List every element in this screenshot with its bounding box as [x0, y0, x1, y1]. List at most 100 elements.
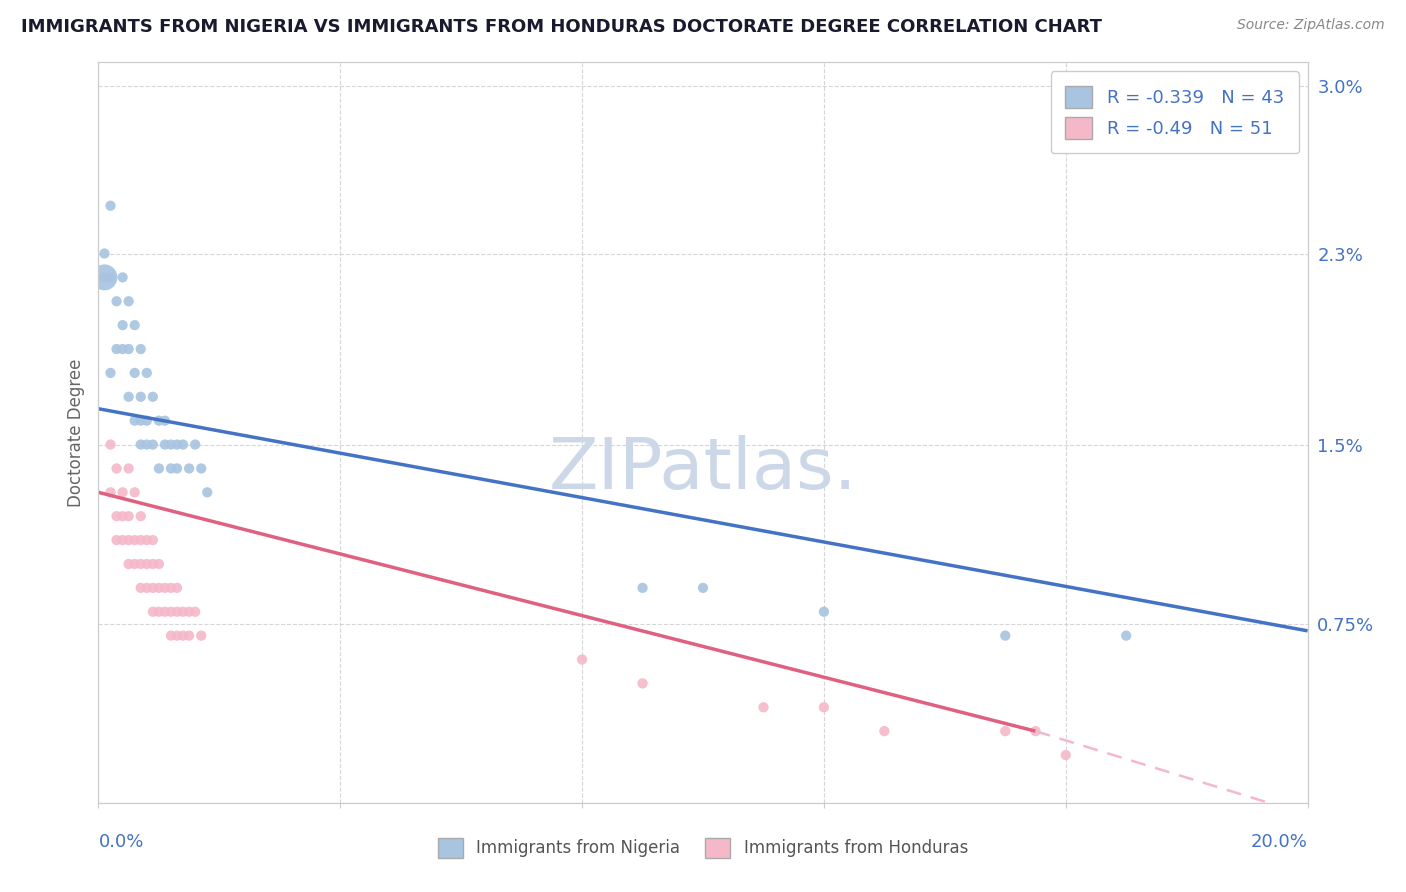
Point [124, 485, 146, 500]
Point [166, 581, 188, 595]
Point [1054, 747, 1077, 762]
Point [124, 366, 146, 380]
Point [148, 414, 170, 428]
Point [873, 724, 896, 739]
Point [124, 414, 146, 428]
Point [118, 509, 141, 524]
Point [111, 318, 134, 333]
Point [160, 605, 183, 619]
Point [148, 605, 170, 619]
Point [153, 414, 176, 428]
Point [135, 366, 157, 380]
Point [166, 605, 188, 619]
Point [111, 342, 134, 356]
Point [148, 557, 170, 571]
Point [135, 437, 157, 451]
Point [124, 557, 146, 571]
Point [166, 629, 188, 643]
Point [813, 700, 835, 714]
Text: IMMIGRANTS FROM NIGERIA VS IMMIGRANTS FROM HONDURAS DOCTORATE DEGREE CORRELATION: IMMIGRANTS FROM NIGERIA VS IMMIGRANTS FR… [21, 18, 1102, 36]
Point [153, 581, 176, 595]
Point [100, 485, 122, 500]
Point [105, 461, 128, 475]
Point [105, 509, 128, 524]
Point [994, 629, 1017, 643]
Point [631, 676, 654, 690]
Point [166, 461, 188, 475]
Point [129, 390, 152, 404]
Point [142, 533, 165, 547]
Point [129, 414, 152, 428]
Point [179, 629, 201, 643]
Point [93, 270, 115, 285]
Point [129, 581, 152, 595]
Text: 0.0%: 0.0% [98, 833, 143, 851]
Point [129, 437, 152, 451]
Point [1115, 629, 1137, 643]
Point [994, 724, 1017, 739]
Point [118, 461, 141, 475]
Point [160, 629, 183, 643]
Point [129, 509, 152, 524]
Point [752, 700, 775, 714]
Point [184, 437, 207, 451]
Point [129, 533, 152, 547]
Point [160, 461, 183, 475]
Point [105, 342, 128, 356]
Point [160, 437, 183, 451]
Point [179, 461, 201, 475]
Legend: Immigrants from Nigeria, Immigrants from Honduras: Immigrants from Nigeria, Immigrants from… [432, 831, 974, 865]
Point [129, 557, 152, 571]
Point [118, 533, 141, 547]
Text: 20.0%: 20.0% [1251, 833, 1308, 851]
Point [153, 605, 176, 619]
Point [153, 437, 176, 451]
Point [111, 485, 134, 500]
Point [129, 342, 152, 356]
Point [93, 246, 115, 260]
Point [100, 199, 122, 213]
Point [195, 485, 218, 500]
Point [142, 437, 165, 451]
Point [111, 533, 134, 547]
Point [135, 557, 157, 571]
Point [135, 414, 157, 428]
Point [184, 605, 207, 619]
Point [692, 581, 714, 595]
Point [142, 605, 165, 619]
Point [100, 366, 122, 380]
Point [148, 581, 170, 595]
Point [166, 437, 188, 451]
Point [179, 605, 201, 619]
Point [813, 605, 835, 619]
Point [142, 581, 165, 595]
Point [100, 437, 122, 451]
Point [100, 270, 122, 285]
Point [148, 461, 170, 475]
Text: Source: ZipAtlas.com: Source: ZipAtlas.com [1237, 18, 1385, 32]
Point [118, 342, 141, 356]
Point [111, 270, 134, 285]
Point [172, 437, 194, 451]
Point [190, 629, 212, 643]
Point [172, 605, 194, 619]
Point [105, 533, 128, 547]
Y-axis label: Doctorate Degree: Doctorate Degree [66, 359, 84, 507]
Point [190, 461, 212, 475]
Point [118, 294, 141, 309]
Point [93, 270, 115, 285]
Point [1024, 724, 1046, 739]
Point [142, 557, 165, 571]
Point [571, 652, 593, 666]
Point [631, 581, 654, 595]
Point [135, 533, 157, 547]
Point [118, 557, 141, 571]
Point [111, 509, 134, 524]
Point [142, 390, 165, 404]
Point [160, 581, 183, 595]
Point [135, 581, 157, 595]
Point [172, 629, 194, 643]
Point [124, 533, 146, 547]
Text: ZIPatlas.: ZIPatlas. [548, 435, 858, 504]
Point [124, 318, 146, 333]
